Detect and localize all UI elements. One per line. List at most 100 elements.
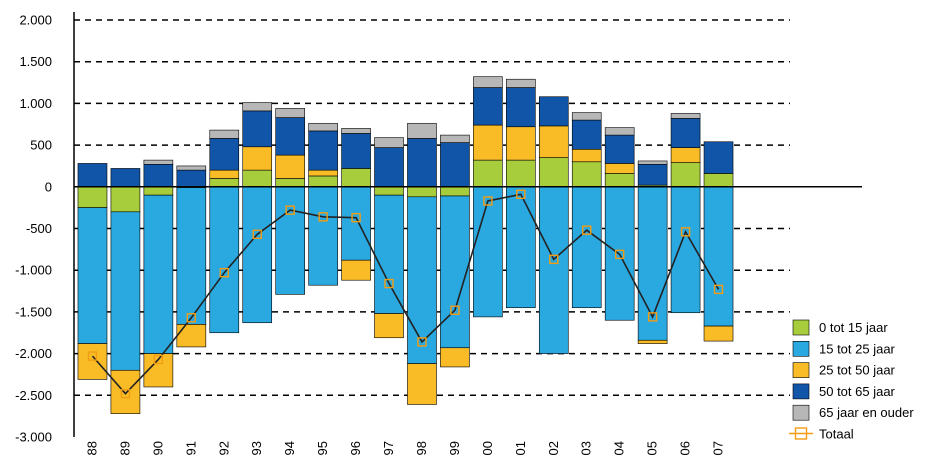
- bar-segment: [604, 134, 635, 164]
- x-tick-label: 2005: [645, 441, 660, 455]
- legend-marker-swatch: [794, 427, 808, 440]
- legend-swatch: [792, 404, 810, 421]
- bar-segment: [374, 137, 404, 148]
- bar-segment: [604, 163, 635, 174]
- bar-segment: [637, 186, 668, 341]
- x-tick-label: 1998: [414, 441, 429, 455]
- bar-segment: [571, 148, 602, 163]
- bar-segment: [209, 169, 240, 179]
- x-tick-label: 2002: [546, 441, 561, 455]
- legend-label: 15 tot 25 jaar: [819, 341, 896, 356]
- totaal-marker: [582, 225, 592, 235]
- x-tick-label: 2001: [513, 441, 528, 455]
- bar-segment: [473, 76, 503, 88]
- bar-segment: [242, 169, 273, 188]
- totaal-marker: [384, 278, 394, 289]
- bar-segment: [143, 186, 174, 196]
- totaal-marker: [120, 388, 131, 399]
- legend: 0 tot 15 jaar 15 tot 25 jaar 25 tot 50 jaa…: [789, 319, 914, 442]
- bar-segment: [374, 194, 404, 314]
- bar-segment: [77, 186, 108, 208]
- bar-segment: [571, 112, 602, 121]
- bar-segment: [77, 343, 108, 380]
- legend-swatch: [792, 362, 810, 378]
- bar-segment: [275, 154, 305, 179]
- bar-segment: [242, 102, 273, 112]
- bar-segment: [506, 126, 536, 161]
- y-tick-label: -500: [26, 221, 52, 236]
- bar-segment: [341, 133, 371, 169]
- bar-segment: [308, 186, 338, 286]
- totaal-marker: [186, 313, 197, 323]
- legend-label: 65 jaar en ouder: [819, 405, 914, 420]
- legend-swatch: [792, 383, 810, 400]
- bar-segment: [506, 87, 536, 128]
- bar-segment: [571, 161, 602, 188]
- y-tick-label: 1.000: [19, 96, 52, 111]
- bar-segment: [374, 313, 404, 339]
- totaal-line-path: [91, 193, 720, 395]
- bar-segment: [209, 129, 240, 139]
- bar-segment: [143, 163, 174, 188]
- bar-segment: [604, 173, 635, 188]
- bar-segment: [143, 194, 174, 354]
- legend-label: 25 tot 50 jaar: [819, 363, 896, 378]
- y-tick-label: -2.000: [15, 346, 52, 361]
- bar-segment: [407, 123, 437, 139]
- bar-segment: [538, 96, 569, 127]
- y-tick-label: 2.000: [19, 13, 52, 28]
- bar-segment: [670, 113, 701, 119]
- x-tick-label: 1990: [150, 441, 165, 455]
- y-tick-label: -2.500: [15, 388, 52, 403]
- bar-segment: [440, 134, 470, 143]
- bar-segment: [703, 186, 734, 327]
- bar-segment: [209, 178, 240, 188]
- x-tick-label: 2006: [678, 441, 693, 455]
- bar-segment: [110, 369, 141, 414]
- bar-segment: [275, 117, 305, 156]
- x-tick-label: 1992: [216, 441, 231, 455]
- x-tick-label: 2004: [612, 441, 627, 455]
- bar-segment: [308, 169, 338, 177]
- y-tick-label: -1.000: [15, 263, 52, 278]
- bar-segment: [242, 186, 273, 324]
- bar-segment: [242, 146, 273, 171]
- bar-segment: [637, 160, 668, 165]
- bar-segment: [538, 157, 569, 188]
- bar-segment: [440, 195, 470, 349]
- x-tick-label: 1996: [348, 441, 363, 455]
- x-tick-label: 1989: [117, 441, 132, 455]
- bar-segment: [374, 186, 404, 196]
- x-tick-label: 1994: [282, 441, 297, 455]
- bar-segment: [703, 141, 734, 174]
- bar-segment: [275, 178, 305, 188]
- bar-segment: [110, 186, 141, 213]
- y-axis-tick-labels: 2.000 1.500 1.000 500 0 -500 -1.000 -1.500 -2.00…: [15, 13, 52, 445]
- bar-segment: [571, 119, 602, 150]
- x-tick-label: 1999: [447, 441, 462, 455]
- totaal-marker: [614, 249, 625, 260]
- bar-segment: [308, 123, 338, 132]
- bar-segment: [110, 168, 141, 188]
- bar-segment: [143, 159, 174, 165]
- bar-segment: [703, 325, 734, 342]
- legend-swatch: [792, 319, 810, 336]
- legend-label: 50 tot 65 jaar: [819, 384, 896, 399]
- bar-segment: [473, 159, 503, 188]
- bar-segment: [407, 196, 437, 364]
- y-tick-label: 0: [45, 179, 52, 194]
- bar-segment: [77, 207, 108, 344]
- bar-segment: [440, 186, 470, 197]
- bar-segment: [473, 186, 503, 318]
- bar-segment: [407, 186, 437, 198]
- bar-segment: [176, 169, 207, 188]
- bar-segment: [110, 211, 141, 371]
- bar-segment: [670, 162, 701, 188]
- x-tick-label: 1988: [84, 441, 99, 455]
- totaal-marker: [450, 305, 460, 315]
- totaal-marker: [647, 312, 658, 322]
- y-tick-label: 1.500: [19, 54, 52, 69]
- x-tick-label: 2003: [579, 441, 594, 455]
- totaal-marker: [87, 351, 98, 361]
